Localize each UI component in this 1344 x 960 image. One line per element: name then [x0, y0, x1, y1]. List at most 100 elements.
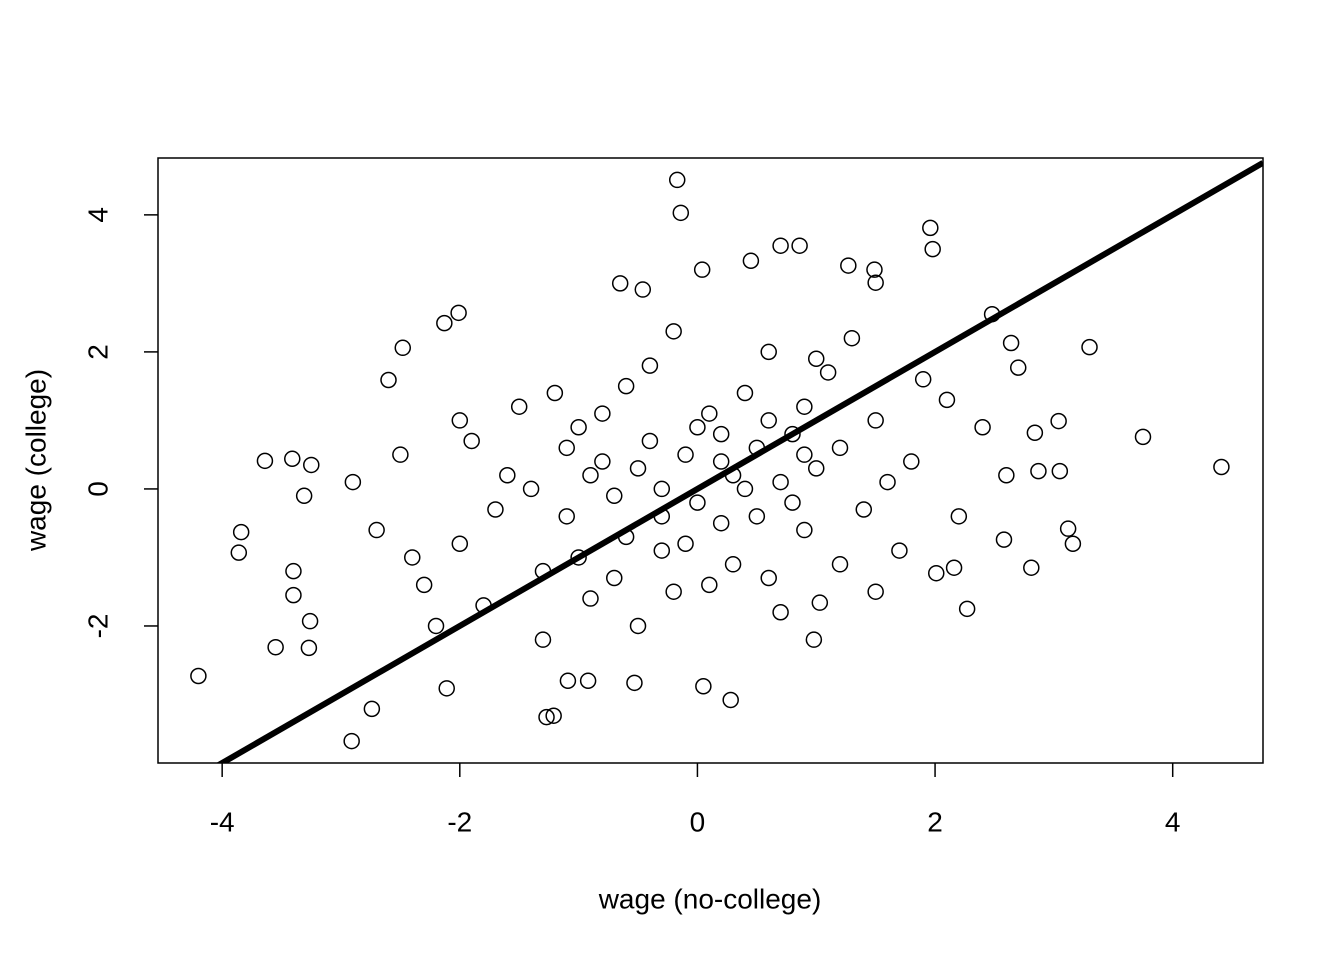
y-tick-label: 0: [82, 481, 113, 497]
x-axis-label: wage (no-college): [598, 883, 822, 914]
x-tick-label: -2: [447, 806, 472, 837]
point: [950, 508, 968, 525]
point: [522, 480, 540, 498]
point: [938, 391, 956, 409]
point: [1026, 424, 1044, 442]
point: [796, 521, 813, 539]
point: [1002, 334, 1020, 352]
point: [843, 329, 861, 347]
point: [695, 678, 712, 695]
point: [451, 535, 469, 552]
point: [974, 419, 991, 436]
point: [760, 569, 777, 587]
point: [534, 631, 552, 648]
x-tick-label: 0: [690, 806, 706, 837]
point: [672, 204, 690, 222]
point: [819, 364, 837, 381]
point: [284, 450, 301, 468]
point: [285, 562, 302, 580]
y-tick-label: -2: [82, 614, 113, 639]
point: [1023, 559, 1040, 576]
point: [701, 405, 718, 422]
point: [438, 680, 455, 697]
y-tick-label: 2: [82, 344, 113, 360]
point: [415, 576, 433, 594]
point: [450, 304, 467, 322]
point: [722, 691, 739, 709]
plot-frame: [157, 157, 1264, 764]
point: [343, 732, 360, 750]
point: [1059, 520, 1077, 537]
point: [922, 219, 939, 237]
point: [807, 460, 825, 477]
point: [582, 466, 599, 484]
point: [712, 425, 730, 443]
point: [285, 586, 302, 604]
point: [545, 707, 562, 724]
point: [701, 576, 718, 594]
point: [1050, 412, 1067, 430]
point: [570, 419, 587, 436]
point: [641, 432, 659, 450]
point: [928, 564, 945, 582]
point: [558, 439, 575, 457]
point: [736, 480, 754, 498]
point: [772, 604, 789, 621]
point: [1134, 428, 1152, 446]
point: [945, 559, 963, 576]
point: [451, 412, 469, 429]
point: [499, 466, 516, 484]
point: [772, 237, 789, 254]
point: [689, 494, 706, 511]
point: [791, 237, 808, 254]
y-axis-label: wage (college): [20, 369, 51, 552]
point: [594, 405, 611, 422]
point: [811, 594, 829, 611]
point: [392, 446, 409, 463]
point: [866, 261, 883, 278]
point: [626, 674, 643, 692]
point: [831, 556, 849, 573]
point: [582, 590, 599, 607]
point: [914, 371, 932, 388]
point: [629, 460, 647, 477]
point: [867, 274, 884, 291]
point: [1030, 462, 1047, 480]
point: [594, 453, 611, 470]
point: [665, 583, 682, 600]
point: [653, 480, 671, 498]
x-tick-label: 2: [927, 806, 943, 837]
point: [1051, 462, 1069, 480]
point: [891, 542, 908, 559]
point: [538, 708, 555, 726]
plot-area: [190, 160, 1263, 763]
point: [879, 473, 896, 491]
point: [784, 494, 801, 511]
x-tick-label: 4: [1165, 806, 1181, 837]
point: [368, 521, 385, 539]
point: [995, 531, 1013, 548]
point: [190, 667, 207, 685]
point: [677, 535, 694, 552]
point: [641, 357, 659, 374]
point: [546, 384, 564, 402]
point: [867, 583, 884, 600]
point: [784, 425, 801, 443]
point: [1081, 338, 1098, 356]
point: [653, 542, 671, 559]
point: [903, 453, 920, 470]
point: [1213, 458, 1230, 476]
y-tick-label: 4: [82, 207, 113, 223]
point: [363, 700, 381, 718]
point: [831, 439, 849, 457]
point: [629, 617, 647, 635]
point: [867, 412, 884, 429]
point: [724, 556, 742, 573]
reference-line: [216, 160, 1263, 763]
point: [232, 523, 250, 541]
point: [924, 240, 941, 258]
point: [380, 371, 397, 389]
point: [760, 412, 777, 429]
point: [404, 549, 421, 566]
